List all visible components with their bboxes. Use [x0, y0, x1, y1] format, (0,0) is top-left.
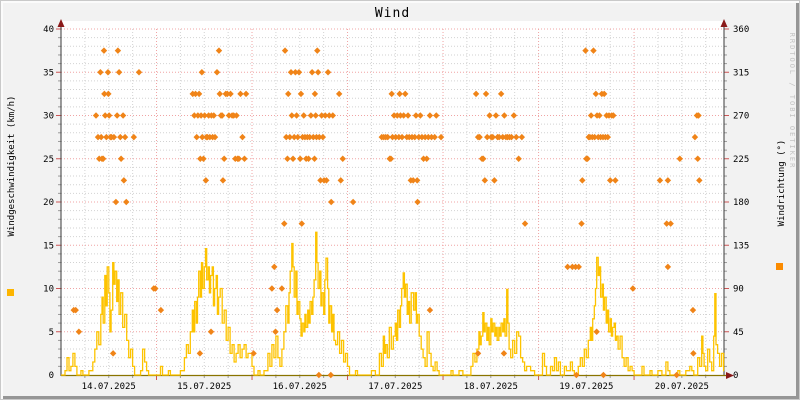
right-axis-label: Windrichtung (°): [777, 140, 787, 227]
date-tick-label: 19.07.2025: [559, 382, 613, 392]
date-tick-label: 14.07.2025: [82, 382, 136, 392]
right-tick-label: 270: [733, 112, 749, 122]
date-tick-label: 20.07.2025: [655, 382, 709, 392]
left-tick-label: 30: [43, 112, 54, 122]
right-tick-label: 360: [733, 25, 749, 35]
chart-title: Wind: [61, 6, 724, 21]
chart-canvas: 40 35 30 25 20 15 10 5 0 360 315 270 225 180 135 90 45 0 1…: [1, 1, 800, 400]
date-tick-label: 18.07.2025: [464, 382, 518, 392]
left-tick-label: 5: [49, 328, 54, 338]
left-tick-label: 10: [43, 285, 54, 295]
left-tick-label: 0: [49, 371, 54, 381]
right-tick-label: 180: [733, 198, 749, 208]
right-tick-label: 45: [733, 328, 744, 338]
right-tick-label: 0: [733, 371, 738, 381]
rrdtool-wind-graph: Wind Windgeschwindigkeit (km/h) Windrich…: [0, 0, 800, 400]
left-tick-label: 15: [43, 241, 54, 251]
direction-axis-marker: [776, 263, 783, 270]
left-tick-label: 35: [43, 68, 54, 78]
left-tick-label: 40: [43, 25, 54, 35]
rrdtool-watermark: RRDTOOL / TOBI OETIKER: [788, 33, 796, 170]
right-tick-label: 135: [733, 241, 749, 251]
date-tick-label: 16.07.2025: [273, 382, 327, 392]
left-tick-label: 20: [43, 198, 54, 208]
right-tick-label: 90: [733, 285, 744, 295]
date-tick-label: 15.07.2025: [177, 382, 231, 392]
plot-background: [61, 21, 724, 375]
left-tick-label: 25: [43, 155, 54, 165]
right-tick-label: 315: [733, 68, 749, 78]
left-axis-label: Windgeschwindigkeit (km/h): [7, 96, 17, 237]
speed-axis-marker: [7, 289, 14, 296]
date-tick-label: 17.07.2025: [368, 382, 422, 392]
right-tick-label: 225: [733, 155, 749, 165]
